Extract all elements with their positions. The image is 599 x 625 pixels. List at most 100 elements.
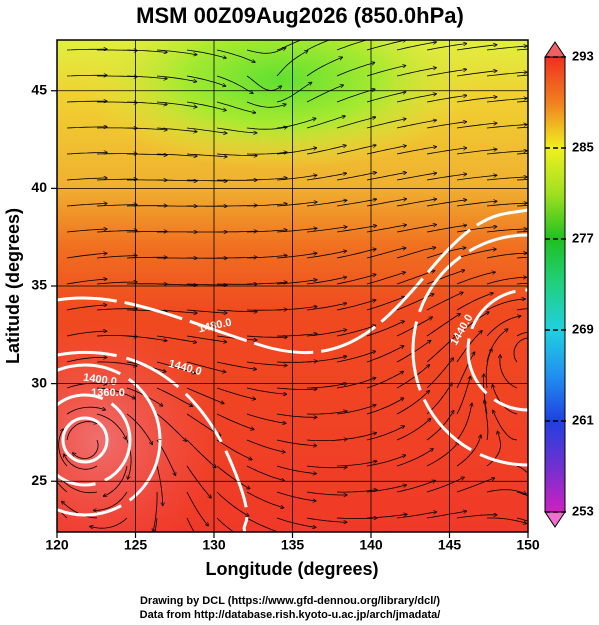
streamlines bbox=[57, 40, 528, 532]
streamline bbox=[66, 229, 107, 233]
streamline bbox=[186, 75, 226, 86]
x-tick-label: 150 bbox=[516, 537, 540, 553]
streamline bbox=[276, 82, 312, 103]
streamline bbox=[246, 439, 285, 452]
streamline bbox=[336, 351, 376, 363]
streamline bbox=[246, 48, 286, 54]
streamline bbox=[216, 361, 256, 369]
streamline bbox=[486, 253, 527, 259]
streamline bbox=[66, 127, 107, 128]
streamline bbox=[156, 465, 163, 506]
streamline bbox=[336, 325, 376, 337]
streamline bbox=[306, 277, 346, 285]
streamline bbox=[456, 312, 489, 337]
streamline bbox=[516, 331, 528, 337]
streamline bbox=[486, 277, 526, 285]
streamline bbox=[366, 371, 403, 389]
streamline bbox=[306, 303, 346, 311]
colorbar-extend-min bbox=[544, 511, 566, 528]
streamline bbox=[186, 284, 227, 285]
streamline bbox=[486, 72, 527, 77]
streamline bbox=[486, 229, 527, 233]
streamline bbox=[493, 410, 518, 441]
streamline bbox=[396, 42, 436, 51]
streamline bbox=[306, 517, 347, 522]
credit: Data from http://database.rish.kyoto-u.a… bbox=[140, 609, 441, 621]
streamline bbox=[66, 253, 107, 259]
streamline bbox=[396, 173, 436, 181]
streamline bbox=[306, 356, 347, 363]
streamline bbox=[366, 40, 406, 51]
colorbar-tick-label: 277 bbox=[572, 230, 594, 245]
colorbar-tick-label: 253 bbox=[572, 503, 594, 518]
streamline bbox=[186, 180, 227, 181]
streamline bbox=[456, 293, 493, 311]
streamline bbox=[66, 178, 107, 181]
streamline bbox=[396, 199, 436, 207]
streamline bbox=[306, 251, 346, 259]
credit: Drawing by DCL (https://www.gfd-dennou.o… bbox=[140, 595, 440, 607]
streamline bbox=[73, 439, 99, 459]
streamline bbox=[456, 45, 497, 51]
streamline bbox=[336, 226, 377, 233]
streamline bbox=[426, 225, 466, 233]
streamline bbox=[516, 48, 528, 51]
streamline bbox=[276, 491, 316, 501]
streamline bbox=[366, 173, 406, 181]
streamline bbox=[276, 280, 317, 285]
streamline bbox=[96, 361, 137, 366]
streamline bbox=[306, 384, 347, 389]
streamline bbox=[336, 274, 376, 285]
streamline bbox=[516, 465, 528, 474]
streamline bbox=[366, 485, 406, 493]
streamline bbox=[486, 329, 508, 363]
streamline bbox=[216, 517, 235, 532]
streamline bbox=[96, 230, 137, 233]
streamline bbox=[456, 71, 497, 77]
streamline bbox=[58, 429, 68, 467]
streamline bbox=[126, 231, 167, 232]
streamline bbox=[426, 69, 466, 77]
streamline bbox=[486, 316, 521, 337]
x-tick-label: 145 bbox=[438, 537, 462, 553]
streamline bbox=[246, 101, 286, 108]
streamline bbox=[57, 506, 68, 519]
streamline bbox=[96, 413, 126, 439]
streamline bbox=[156, 75, 197, 82]
streamline bbox=[156, 127, 197, 132]
streamline bbox=[126, 335, 167, 341]
streamline bbox=[486, 431, 501, 467]
streamline bbox=[426, 148, 467, 155]
streamline bbox=[156, 101, 197, 107]
streamline bbox=[516, 282, 528, 285]
colorbar-extend-max bbox=[544, 41, 566, 58]
colorbar-tick-label: 293 bbox=[572, 48, 594, 63]
streamline bbox=[126, 75, 167, 79]
streamline bbox=[153, 491, 158, 532]
streamline bbox=[456, 515, 497, 519]
streamline bbox=[456, 403, 472, 441]
streamline bbox=[486, 489, 526, 494]
streamline bbox=[484, 400, 489, 441]
y-tick-label: 35 bbox=[31, 277, 47, 293]
streamline bbox=[66, 305, 107, 311]
streamline bbox=[516, 126, 528, 129]
streamline bbox=[306, 466, 347, 468]
x-tick-label: 120 bbox=[45, 537, 69, 553]
streamline bbox=[126, 257, 167, 258]
streamline bbox=[156, 387, 193, 406]
streamline bbox=[186, 127, 227, 133]
streamline bbox=[366, 398, 404, 415]
streamline bbox=[246, 152, 287, 154]
streamline bbox=[396, 512, 437, 519]
streamline bbox=[216, 153, 257, 156]
streamline bbox=[456, 376, 471, 415]
streamline bbox=[186, 335, 227, 342]
streamline bbox=[396, 449, 433, 467]
streamline bbox=[426, 96, 467, 103]
streamline bbox=[336, 145, 376, 155]
streamline bbox=[127, 154, 167, 155]
streamline bbox=[306, 227, 347, 233]
streamline bbox=[96, 179, 137, 180]
streamline bbox=[336, 173, 376, 181]
